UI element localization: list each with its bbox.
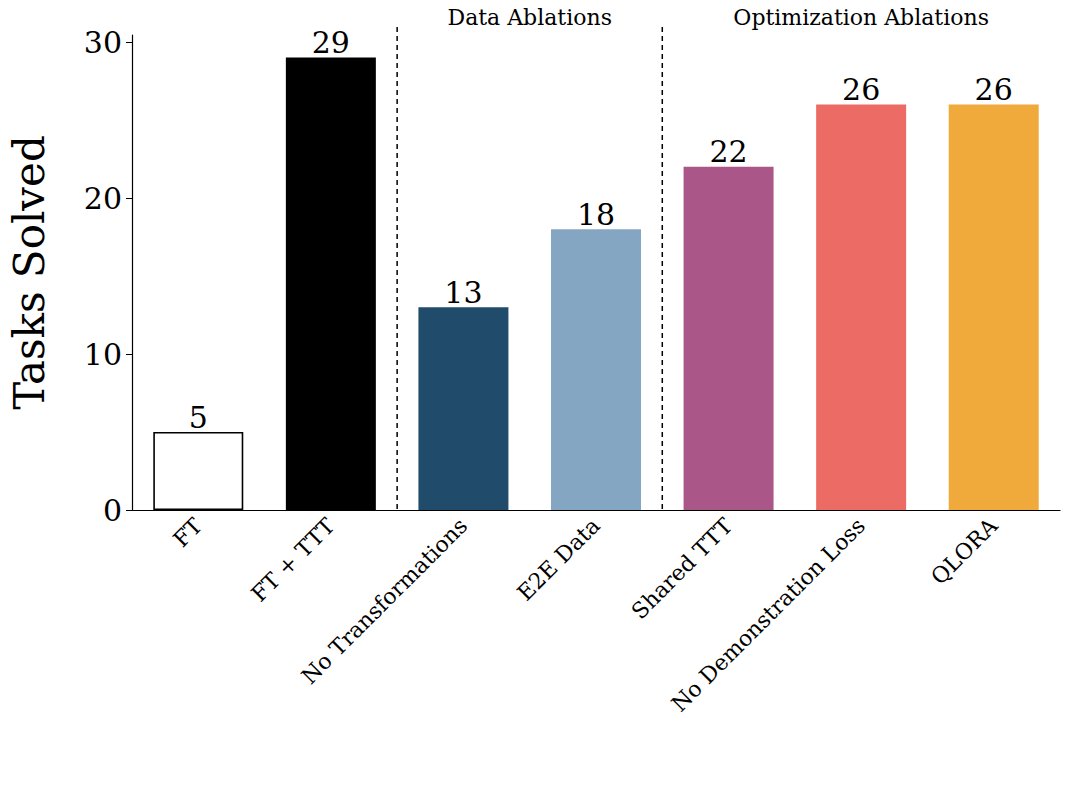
svg-text:FT + TTT: FT + TTT xyxy=(246,513,340,607)
svg-text:26: 26 xyxy=(975,72,1013,107)
svg-text:18: 18 xyxy=(577,197,615,232)
svg-text:26: 26 xyxy=(842,72,880,107)
svg-text:No Demonstration Loss: No Demonstration Loss xyxy=(667,513,870,716)
svg-text:FT: FT xyxy=(168,513,207,552)
svg-text:13: 13 xyxy=(444,275,482,310)
svg-text:Optimization Ablations: Optimization Ablations xyxy=(733,5,989,30)
svg-text:0: 0 xyxy=(103,493,122,528)
svg-text:Tasks Solved: Tasks Solved xyxy=(5,135,54,410)
svg-text:22: 22 xyxy=(709,134,747,169)
svg-text:20: 20 xyxy=(84,181,122,216)
svg-text:Data Ablations: Data Ablations xyxy=(448,5,612,30)
svg-text:Shared TTT: Shared TTT xyxy=(627,513,738,624)
svg-text:QLORA: QLORA xyxy=(926,512,1003,589)
svg-text:No Transformations: No Transformations xyxy=(297,513,473,689)
svg-text:29: 29 xyxy=(312,25,350,60)
svg-text:30: 30 xyxy=(84,25,122,60)
svg-text:E2E Data: E2E Data xyxy=(512,513,604,605)
svg-text:5: 5 xyxy=(189,400,208,435)
svg-text:10: 10 xyxy=(84,337,122,372)
